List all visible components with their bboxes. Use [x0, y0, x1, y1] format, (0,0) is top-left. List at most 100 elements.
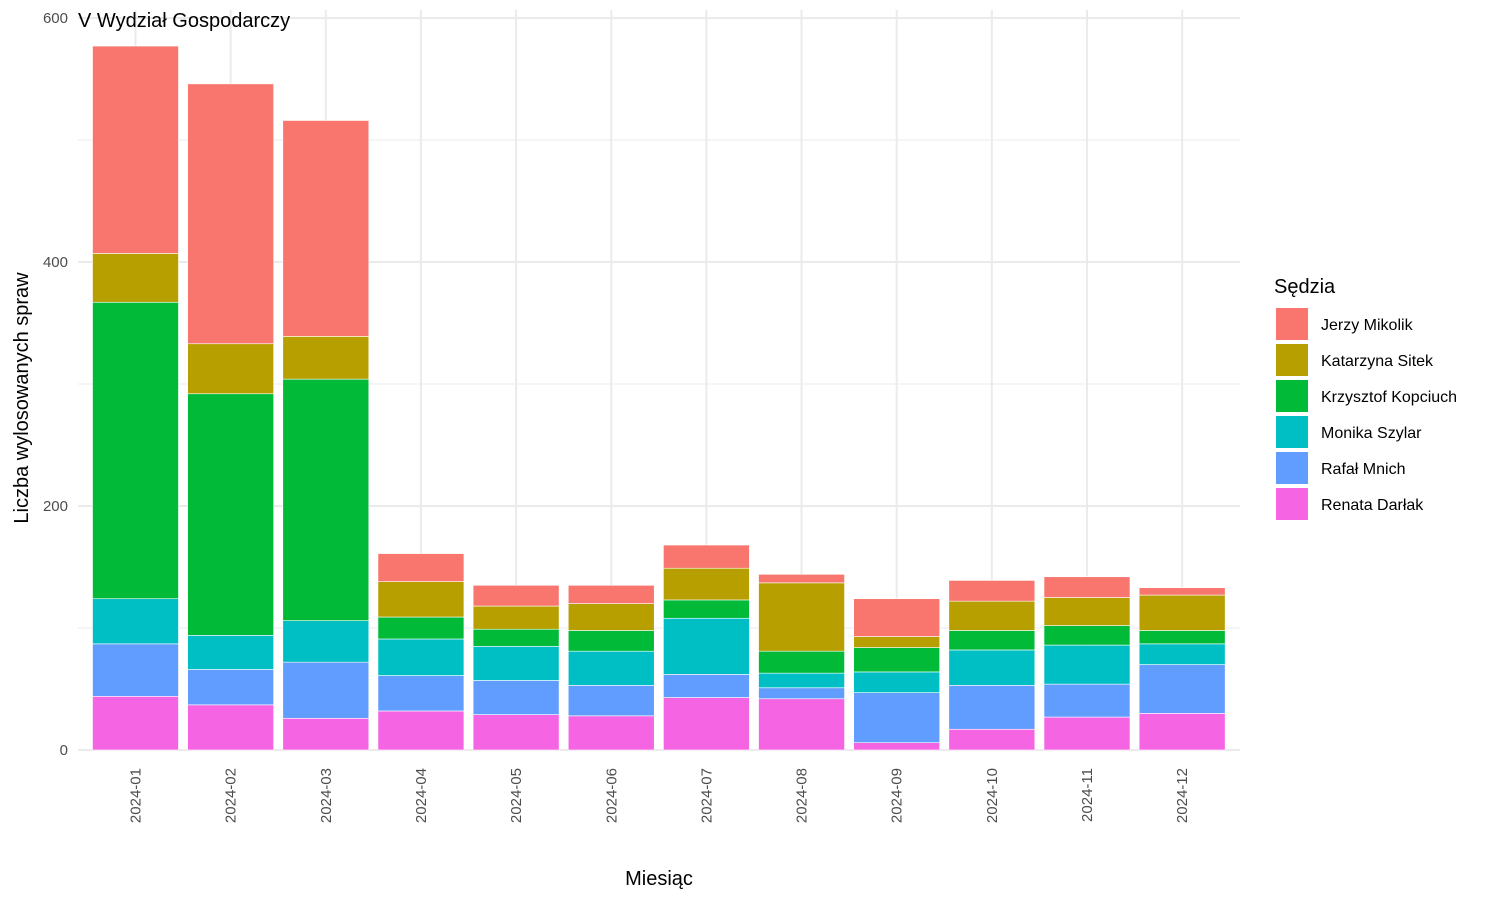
- axis-layer: 0 200 400 600 2024-01 2024-02 2024-03 2024-04 20…: [43, 10, 1191, 823]
- bar-segment: [472, 680, 560, 715]
- bar-segment: [282, 378, 370, 621]
- bar-segment: [282, 120, 370, 337]
- bar-segment: [377, 638, 465, 676]
- y-tick-label: 600: [43, 10, 68, 27]
- bar-segment: [377, 675, 465, 712]
- bar-segment: [472, 714, 560, 751]
- bar-segment: [282, 336, 370, 380]
- bar-segment: [567, 685, 655, 717]
- bar-segment: [853, 647, 941, 673]
- legend-swatch: [1276, 308, 1308, 340]
- bar-segment: [853, 671, 941, 693]
- bar-segment: [377, 710, 465, 751]
- bar-segment: [472, 645, 560, 681]
- bar-segment: [948, 580, 1036, 602]
- legend-swatch: [1276, 416, 1308, 448]
- bar-segment: [948, 649, 1036, 686]
- bar-segment: [1043, 597, 1131, 626]
- bar-segment: [853, 598, 941, 637]
- legend-label: Rafał Mnich: [1321, 461, 1405, 478]
- y-tick-label: 0: [60, 742, 68, 759]
- x-tick-label: 2024-05: [508, 768, 525, 823]
- bar-segment: [758, 582, 845, 652]
- y-tick-label: 200: [43, 498, 68, 515]
- legend-swatch: [1276, 488, 1308, 520]
- legend-swatch: [1276, 380, 1308, 412]
- bar-segment: [758, 687, 845, 700]
- legend-swatch: [1276, 452, 1308, 484]
- bar-segment: [1043, 644, 1131, 685]
- bar-segment: [282, 620, 370, 663]
- bar-segment: [758, 698, 845, 751]
- bar-segment: [92, 643, 179, 697]
- bar-segment: [567, 630, 655, 652]
- x-tick-label: 2024-09: [889, 768, 906, 823]
- bar-segment: [948, 600, 1036, 631]
- bar-segment: [187, 635, 274, 670]
- x-tick-label: 2024-10: [984, 768, 1001, 823]
- x-tick-label: 2024-04: [413, 768, 430, 823]
- bar-segment: [472, 628, 560, 647]
- bar-segment: [663, 617, 750, 675]
- bar-segment: [853, 742, 941, 751]
- bar-segment: [92, 598, 179, 645]
- y-tick-label: 400: [43, 254, 68, 271]
- bars-layer: [92, 45, 1226, 751]
- bar-segment: [92, 301, 179, 600]
- bar-segment: [567, 584, 655, 604]
- x-tick-label: 2024-07: [698, 768, 715, 823]
- legend-label: Katarzyna Sitek: [1321, 353, 1434, 370]
- bar-segment: [663, 697, 750, 751]
- bar-segment: [472, 584, 560, 607]
- bar-segment: [1138, 587, 1226, 596]
- bar-segment: [1043, 683, 1131, 718]
- bar-segment: [1043, 625, 1131, 646]
- legend-label: Monika Szylar: [1321, 425, 1422, 442]
- legend: Sędzia Jerzy Mikolik Katarzyna Sitek Krzys…: [1274, 276, 1457, 520]
- bar-segment: [948, 685, 1036, 730]
- bar-segment: [1043, 576, 1131, 598]
- bar-segment: [92, 696, 179, 751]
- bar-segment: [1138, 630, 1226, 645]
- bar-segment: [948, 728, 1036, 751]
- bar-segment: [853, 692, 941, 743]
- x-tick-label: 2024-06: [603, 768, 620, 823]
- bar-segment: [377, 616, 465, 640]
- bar-segment: [187, 704, 274, 751]
- legend-label: Krzysztof Kopciuch: [1321, 389, 1457, 406]
- x-axis-title: Miesiąc: [625, 868, 693, 890]
- bar-segment: [1043, 716, 1131, 751]
- legend-label: Jerzy Mikolik: [1321, 317, 1414, 334]
- bar-segment: [758, 650, 845, 674]
- bar-segment: [663, 674, 750, 698]
- bar-segment: [758, 574, 845, 584]
- bar-segment: [1138, 643, 1226, 665]
- bar-segment: [663, 544, 750, 569]
- bar-segment: [472, 605, 560, 630]
- x-tick-label: 2024-11: [1079, 768, 1096, 822]
- x-tick-label: 2024-08: [794, 768, 811, 823]
- bar-segment: [567, 715, 655, 751]
- bar-segment: [567, 650, 655, 686]
- x-tick-label: 2024-01: [128, 768, 145, 823]
- chart-title: V Wydział Gospodarczy: [78, 10, 290, 32]
- bar-segment: [92, 253, 179, 303]
- legend-title: Sędzia: [1274, 276, 1336, 298]
- bar-segment: [567, 603, 655, 631]
- x-tick-label: 2024-12: [1174, 768, 1191, 823]
- bar-segment: [377, 581, 465, 618]
- bar-segment: [853, 636, 941, 648]
- x-tick-label: 2024-03: [318, 768, 335, 823]
- x-tick-label: 2024-02: [223, 768, 240, 823]
- bar-segment: [663, 599, 750, 619]
- legend-label: Renata Darłak: [1321, 497, 1424, 514]
- legend-swatch: [1276, 344, 1308, 376]
- bar-segment: [948, 630, 1036, 651]
- bar-segment: [663, 567, 750, 601]
- bar-segment: [187, 83, 274, 345]
- bar-segment: [1138, 664, 1226, 714]
- bar-segment: [187, 393, 274, 636]
- bar-segment: [187, 669, 274, 706]
- bar-segment: [92, 45, 179, 254]
